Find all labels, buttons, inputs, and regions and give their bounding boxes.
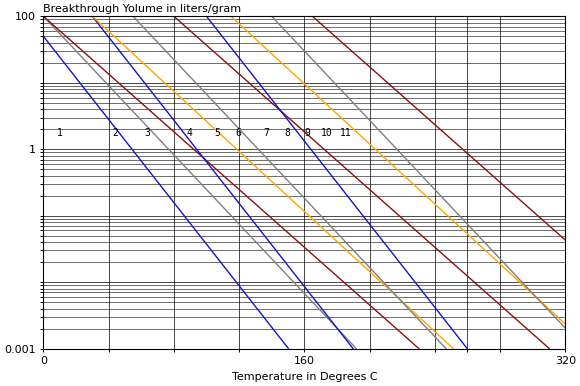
Text: 6: 6 <box>236 127 242 137</box>
Text: 9: 9 <box>304 127 310 137</box>
Text: 10: 10 <box>321 127 332 137</box>
Text: 1: 1 <box>56 127 63 137</box>
Text: 3: 3 <box>144 127 150 137</box>
Text: 8: 8 <box>285 127 291 137</box>
Text: 11: 11 <box>340 127 352 137</box>
Text: 5: 5 <box>215 127 220 137</box>
Text: 2: 2 <box>112 127 118 137</box>
X-axis label: Temperature in Degrees C: Temperature in Degrees C <box>231 372 377 382</box>
Text: 4: 4 <box>187 127 193 137</box>
Text: 7: 7 <box>263 127 270 137</box>
Text: Breakthrough Yolume in liters/gram: Breakthrough Yolume in liters/gram <box>44 4 241 14</box>
